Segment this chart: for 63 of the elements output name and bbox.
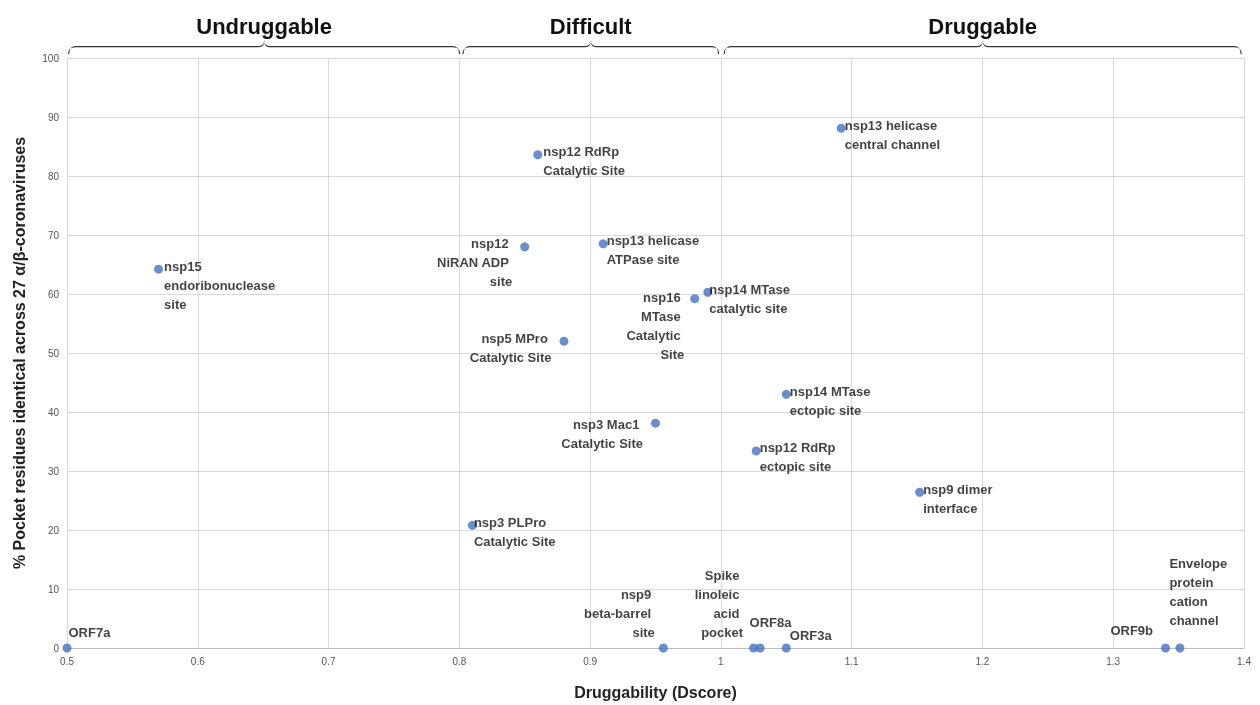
series-label: nsp14 MTase ectopic site bbox=[789, 383, 875, 418]
series-label: nsp13 helicase central channel bbox=[844, 117, 941, 152]
point bbox=[1175, 643, 1185, 653]
x-tick-label: 1.4 bbox=[1237, 655, 1252, 667]
point bbox=[651, 418, 660, 428]
series-label: ORF9b bbox=[1110, 622, 1154, 638]
x-tick-label: 1.1 bbox=[844, 655, 860, 667]
point bbox=[690, 294, 700, 304]
point bbox=[915, 487, 925, 497]
series-label: nsp9 beta-barrel site bbox=[584, 586, 655, 640]
y-tick-label: 70 bbox=[47, 229, 60, 241]
y-tick-label: 90 bbox=[47, 111, 60, 123]
text: Undruggable bbox=[196, 14, 332, 39]
series-label: nsp15 endoribonuclease site bbox=[164, 258, 279, 312]
series-label: nsp3 PLPro Catalytic Site bbox=[473, 514, 556, 549]
y-tick-label: 100 bbox=[42, 52, 60, 64]
point bbox=[836, 123, 846, 133]
point bbox=[781, 389, 791, 399]
x-tick-label: 0.9 bbox=[583, 655, 598, 667]
point bbox=[559, 336, 569, 346]
x-tick-label: 1.3 bbox=[1106, 655, 1121, 667]
y-tick-label: 0 bbox=[53, 642, 60, 654]
point bbox=[658, 643, 668, 653]
series-label: nsp12 NiRAN ADP site bbox=[437, 236, 513, 290]
point bbox=[154, 264, 164, 274]
y-tick-label: 20 bbox=[47, 524, 60, 536]
text: Druggable bbox=[928, 14, 1038, 39]
point bbox=[755, 643, 765, 653]
y-tick-label: 30 bbox=[47, 465, 60, 477]
series-label: ORF8a bbox=[749, 614, 793, 630]
series-label: nsp16 MTase Catalytic Site bbox=[626, 290, 685, 363]
series-label: nsp13 helicase ATPase site bbox=[606, 233, 703, 268]
x-tick-label: 1 bbox=[718, 655, 725, 667]
series-label: nsp12 RdRp Catalytic Site bbox=[543, 144, 625, 179]
point bbox=[1161, 643, 1171, 653]
x-axis-title: Druggability (Dscore) bbox=[574, 683, 737, 701]
y-tick-label: 40 bbox=[47, 406, 60, 418]
y-axis-title: % Pocket residues identical across 27 α/β-coronaviruses bbox=[10, 136, 28, 570]
text: Difficult bbox=[549, 14, 633, 39]
x-tick-label: 1.2 bbox=[975, 655, 990, 667]
y-tick-label: 50 bbox=[47, 347, 60, 359]
series-label: nsp5 MPro Catalytic Site bbox=[469, 330, 552, 365]
series-label: Spike linoleic acid pocket bbox=[694, 567, 744, 640]
y-tick-label: 10 bbox=[47, 583, 60, 595]
y-tick-label: 60 bbox=[47, 288, 60, 300]
point bbox=[62, 643, 72, 653]
point bbox=[520, 242, 530, 252]
series-label: nsp9 dimer interface bbox=[923, 481, 997, 516]
series-label: ORF3a bbox=[789, 627, 833, 643]
series-label: nsp14 MTase catalytic site bbox=[709, 281, 794, 316]
point bbox=[598, 239, 608, 249]
series-label: nsp3 Mac1 Catalytic Site bbox=[561, 416, 643, 451]
point bbox=[781, 643, 791, 653]
x-tick-label: 0.5 bbox=[60, 655, 75, 667]
series-label: Envelope protein cation channel bbox=[1169, 555, 1231, 628]
x-tick-label: 0.6 bbox=[190, 655, 206, 667]
series-label: nsp12 RdRp ectopic site bbox=[759, 440, 840, 475]
x-tick-label: 0.7 bbox=[321, 655, 336, 667]
series-label: ORF7a bbox=[68, 624, 112, 640]
point bbox=[533, 150, 543, 160]
y-tick-label: 80 bbox=[47, 170, 60, 182]
point bbox=[751, 446, 761, 456]
x-tick-label: 0.8 bbox=[452, 655, 467, 667]
